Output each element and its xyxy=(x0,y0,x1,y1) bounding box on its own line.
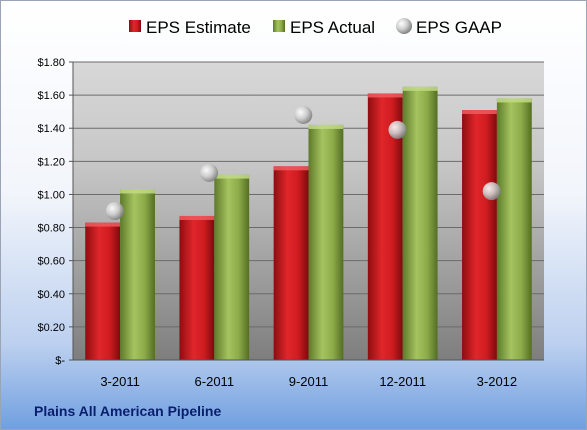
legend-item-estimate: EPS Estimate xyxy=(129,18,251,37)
estimate-bar xyxy=(85,222,121,360)
gaap-marker xyxy=(294,105,313,124)
actual-bar-top xyxy=(496,98,532,103)
legend-item-actual: EPS Actual xyxy=(273,18,375,37)
actual-bar-top xyxy=(214,174,250,179)
y-tick-label: $1.60 xyxy=(37,90,65,102)
y-tick-label: $1.40 xyxy=(37,123,65,135)
legend-swatch-estimate xyxy=(129,20,141,32)
estimate-bar-top xyxy=(367,93,403,98)
estimate-bar-top xyxy=(462,110,497,115)
x-tick-label: 12-2011 xyxy=(379,374,426,389)
estimate-bar-top xyxy=(179,215,215,220)
x-tick-label: 3-2011 xyxy=(100,374,140,389)
legend-swatch-actual xyxy=(273,20,285,32)
x-tick-label: 3-2012 xyxy=(477,374,517,389)
y-tick-label: $0.40 xyxy=(37,289,65,301)
estimate-bar-top xyxy=(85,222,121,227)
gaap-marker xyxy=(482,182,501,201)
y-axis: $- $0.20 $0.40 $0.60 $0.80 $1.00 $1.20 $1.40 $1.… xyxy=(37,57,74,367)
legend-label-gaap: EPS GAAP xyxy=(416,18,502,37)
actual-bar-top xyxy=(308,124,344,129)
actual-bar xyxy=(120,189,155,360)
actual-bar xyxy=(402,86,438,360)
y-tick-label: $0.20 xyxy=(37,322,65,334)
y-tick-label: $1.80 xyxy=(37,57,65,69)
gaap-marker xyxy=(105,202,124,220)
legend-item-gaap: EPS GAAP xyxy=(396,18,502,37)
x-axis: 3-2011 6-2011 9-2011 12-2011 3-2012 xyxy=(73,359,544,389)
actual-bar xyxy=(214,174,250,360)
y-tick-label: $0.80 xyxy=(37,223,65,235)
actual-bar xyxy=(308,124,344,361)
chart-caption: Plains All American Pipeline xyxy=(34,403,221,419)
legend-label-actual: EPS Actual xyxy=(290,18,375,37)
estimate-bar xyxy=(273,166,309,360)
estimate-bar xyxy=(462,110,497,360)
legend: EPS Estimate EPS Actual EPS GAAP xyxy=(129,18,502,37)
y-tick-label: $- xyxy=(55,355,65,367)
legend-marker-gaap xyxy=(396,18,412,34)
legend-label-estimate: EPS Estimate xyxy=(146,18,251,37)
y-tick-label: $0.60 xyxy=(37,256,65,268)
estimate-bar xyxy=(179,215,215,360)
gaap-marker xyxy=(200,163,219,182)
y-tick-label: $1.20 xyxy=(37,156,65,168)
y-tick-label: $1.00 xyxy=(37,189,65,201)
x-tick-label: 6-2011 xyxy=(195,374,235,389)
x-tick-label: 9-2011 xyxy=(289,374,329,389)
gaap-marker xyxy=(388,120,407,139)
actual-bar xyxy=(496,98,532,360)
bars xyxy=(85,86,532,361)
estimate-bar-top xyxy=(273,166,309,171)
actual-bar-top xyxy=(120,189,155,194)
actual-bar-top xyxy=(402,86,438,91)
gaap-markers xyxy=(105,105,501,220)
